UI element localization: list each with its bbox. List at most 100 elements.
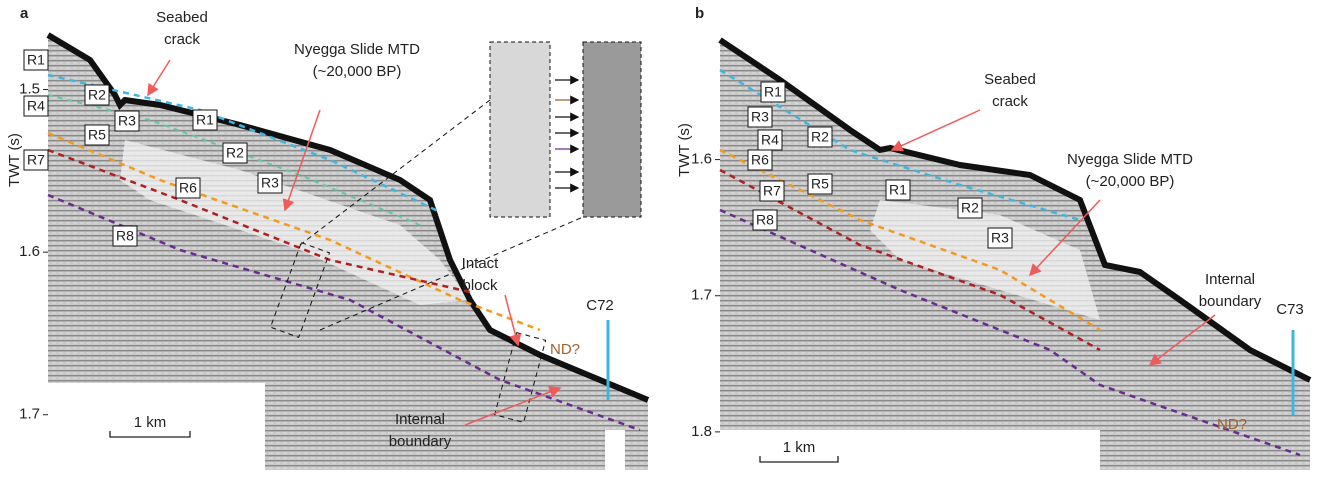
annotation: Seabed [156,9,208,26]
horizon-label-box [760,81,786,103]
annotation: ND? [1217,416,1247,433]
annotation: Nyegga Slide MTD [1067,151,1193,168]
horizon-label: R3 [261,175,279,191]
scale-bar [759,456,839,463]
horizon-label-box [987,227,1013,249]
y-tick-label: 1.6 [691,151,712,168]
y-tick-label: 1.7 [691,287,712,304]
annotation: Intact [462,255,500,272]
annotation: (~20,000 BP) [313,63,402,80]
annotation: ND? [550,341,580,358]
annotation: boundary [1199,293,1262,310]
horizon-label-box [759,180,785,202]
horizon-label: R2 [811,129,829,145]
horizon-label-box [114,110,140,132]
horizon-label-box [23,149,49,171]
horizon-label-box [752,209,778,231]
mtd-zone [870,200,1100,320]
horizon-label: R8 [756,212,774,228]
blank [605,430,625,470]
inset [582,41,642,218]
horizon-label: R1 [196,112,214,128]
horizon-label: R5 [811,176,829,192]
y-axis-label: TWT (s) [676,123,693,177]
annotation: boundary [389,433,452,450]
horizon [719,68,1081,222]
horizon-label-box [84,124,110,146]
horizon [47,193,641,432]
annotation: (~20,000 BP) [1086,173,1175,190]
horizon-label: R8 [116,228,134,244]
y-axis-label: TWT (s) [6,133,23,187]
annotation: crack [992,93,1028,110]
scale-bar-label: 1 km [134,414,167,431]
horizon-label: R1 [764,84,782,100]
horizon-label: R4 [761,132,779,148]
horizon-label-box [84,84,110,106]
y-tick-label: 1.5 [19,81,40,98]
y-tick-label: 1.6 [19,243,40,260]
annotation: C73 [1276,301,1304,318]
horizon-label: R7 [27,152,45,168]
scale-bar-label: 1 km [783,439,816,456]
y-tick-label: 1.8 [691,423,712,440]
panel-label: a [20,5,29,22]
horizon-label: R6 [179,180,197,196]
horizon [719,208,1301,457]
horizon [719,148,1101,332]
horizon-label: R2 [961,200,979,216]
annotation: C72 [586,297,614,314]
blank [48,383,265,470]
horizon-label-box [175,177,201,199]
horizon-label: R5 [88,127,106,143]
horizon-label: R1 [27,52,45,68]
annotation: block [462,277,498,294]
mtd-zone [120,140,470,305]
horizon-label-box [23,95,49,117]
y-tick-label: 1.7 [19,406,40,423]
arrow [147,59,171,97]
arrow [464,386,562,426]
horizon-label: R6 [751,152,769,168]
arrow [282,109,321,212]
arrow [890,109,981,152]
horizon-label: R2 [226,145,244,161]
arrow [1148,314,1216,366]
horizon-label: R2 [88,87,106,103]
horizon-label: R1 [889,182,907,198]
scale-bar [109,431,191,438]
horizon-label: R7 [763,183,781,199]
horizon-label: R3 [118,113,136,129]
inset [489,41,551,218]
horizon-label-box [807,173,833,195]
annotation: Nyegga Slide MTD [294,41,420,58]
blank [720,430,1100,470]
horizon-label-box [192,109,218,131]
annotation: Internal [1205,271,1255,288]
horizon-label-box [747,106,773,128]
horizon-label: R3 [991,230,1009,246]
horizon-label-box [222,142,248,164]
arrow [1028,199,1101,277]
horizon [47,73,441,214]
annotation: Seabed [984,71,1036,88]
horizon [719,168,1101,352]
inset-arrows [555,75,580,193]
horizon [47,131,541,332]
horizon-label-box [23,49,49,71]
horizon-label-box [807,126,833,148]
panel-label: b [695,5,704,22]
horizon-label: R4 [27,98,45,114]
horizon-label: R3 [751,109,769,125]
horizon-label-box [957,197,983,219]
horizon-label-box [885,179,911,201]
zoom-lines [269,99,584,424]
horizon [47,148,471,294]
horizon-label-box [747,149,773,171]
seabed [718,37,1312,383]
annotation: crack [164,31,200,48]
horizon-label-box [257,172,283,194]
annotation: Internal [395,411,445,428]
arrow [504,294,522,347]
